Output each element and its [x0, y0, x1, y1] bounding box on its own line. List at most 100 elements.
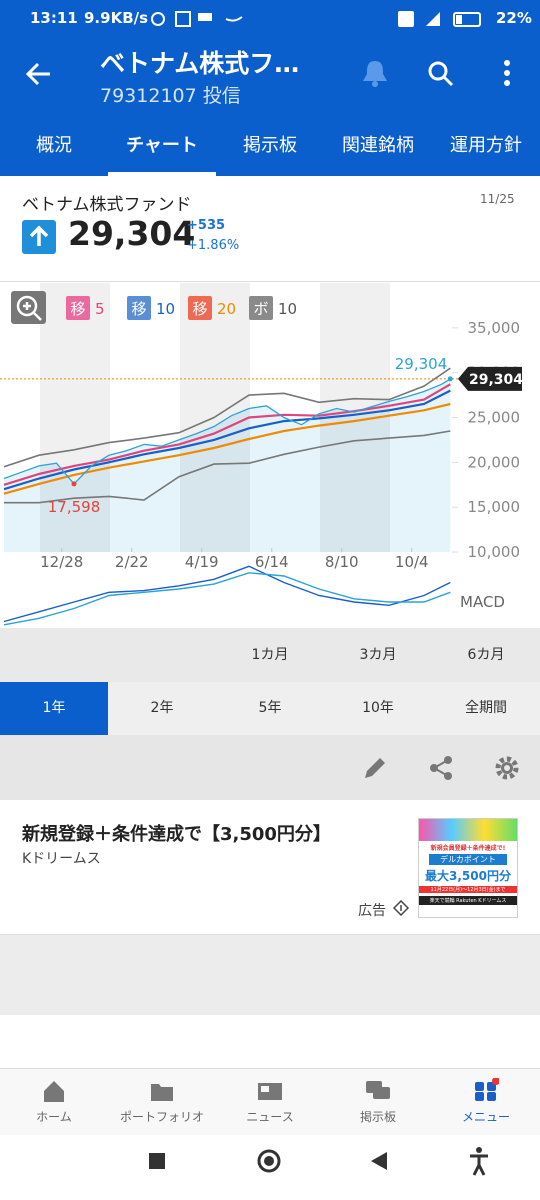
- annotation-point: [447, 376, 453, 382]
- tab[interactable]: 運用方針: [450, 135, 522, 156]
- annotation-label: 17,598: [48, 498, 101, 516]
- indicator-chip[interactable]: [188, 296, 212, 320]
- app-bar: ベトナム株式フ… 79312107 投信: [0, 36, 540, 120]
- tab[interactable]: 関連銘柄: [342, 135, 414, 156]
- nav-icon: [475, 1078, 499, 1101]
- system-nav: [149, 1147, 488, 1176]
- nav-label: ホーム: [36, 1110, 72, 1124]
- net-speed: 9.9KB/s: [84, 9, 149, 27]
- macd-line: [3, 565, 451, 623]
- nav-icon: [44, 1081, 64, 1102]
- battery: 22%: [496, 9, 532, 27]
- edit-button[interactable]: [362, 755, 388, 781]
- nav-item[interactable]: ニュース: [216, 1068, 324, 1135]
- status-bar: 13:11 9.9KB/s 22%: [0, 0, 540, 36]
- price-chart: 10,00015,00020,00025,00030,00035,00012/2…: [0, 283, 523, 626]
- annotation-point: [71, 481, 77, 487]
- y-tick-label: 20,000: [468, 453, 521, 471]
- nav-item[interactable]: メニュー: [432, 1068, 540, 1135]
- nav-icon: [366, 1081, 390, 1099]
- range-button[interactable]: 3カ月: [359, 647, 397, 663]
- moving-average-line: [3, 389, 451, 491]
- macd-line: [3, 572, 451, 626]
- search-button[interactable]: [426, 59, 456, 89]
- ad-banner[interactable]: 新規登録＋条件達成で【3,500円分】 Kドリームス 広告 新規会員登録＋条件達…: [0, 800, 540, 935]
- spacer: [0, 935, 540, 1015]
- ad-label: 広告: [358, 903, 386, 919]
- y-tick-label: 15,000: [468, 498, 521, 516]
- last-price-label: 29,304: [469, 372, 523, 388]
- indicator-chip[interactable]: [249, 296, 273, 320]
- more-button[interactable]: [500, 58, 514, 88]
- ad-image-text: 新規会員登録＋条件達成で!: [430, 845, 506, 852]
- y-tick-label: 10,000: [468, 543, 521, 561]
- indicator-period: 10: [156, 300, 175, 318]
- bollinger-lower: [4, 430, 451, 504]
- ad-image-text: デルカポイント: [429, 854, 507, 865]
- settings-button[interactable]: [494, 755, 520, 781]
- ad-image: 新規会員登録＋条件達成で! デルカポイント 最大3,500円分 11月22日(月…: [418, 818, 518, 918]
- nav-item[interactable]: ポートフォリオ: [108, 1068, 216, 1135]
- price: 29,304: [68, 214, 196, 253]
- indicator-chip[interactable]: [127, 296, 151, 320]
- bottom-nav: [0, 1068, 540, 1135]
- y-tick-label: 35,000: [468, 319, 521, 337]
- range-button[interactable]: 6カ月: [467, 647, 505, 663]
- indicator-period: 5: [95, 300, 105, 318]
- tab-bar: 概況 チャート 掲示板 関連銘柄 運用方針: [0, 120, 540, 176]
- tab[interactable]: 掲示板: [243, 135, 297, 156]
- zoom-icon: [16, 295, 38, 317]
- indicator-label: 移: [192, 300, 207, 318]
- nav-label: 掲示板: [359, 1110, 396, 1124]
- nav-icon: [258, 1083, 282, 1100]
- moving-average-line: [3, 383, 451, 486]
- tab[interactable]: チャート: [108, 120, 216, 176]
- range-button[interactable]: 2年: [150, 700, 174, 716]
- tool-row: [0, 735, 540, 800]
- range-button[interactable]: 5年: [258, 700, 282, 716]
- bollinger-upper: [3, 367, 451, 468]
- nav-label: メニュー: [461, 1110, 510, 1124]
- ad-title: 新規登録＋条件達成で【3,500円分】: [22, 824, 331, 845]
- indicator-label: 移: [70, 300, 85, 318]
- ad-sponsor: Kドリームス: [22, 851, 101, 867]
- moving-average-line: [3, 402, 451, 495]
- range-button[interactable]: 全期間: [465, 700, 507, 716]
- ad-info-icon[interactable]: [393, 900, 409, 916]
- nav-item[interactable]: ホーム: [0, 1068, 108, 1135]
- nav-item[interactable]: 掲示板: [324, 1068, 432, 1135]
- nav-label: ニュース: [246, 1110, 294, 1124]
- quote-panel: ベトナム株式ファンド 11/25 29,304 +535 +1.86%: [0, 176, 540, 282]
- indicator-chip[interactable]: [66, 296, 90, 320]
- status-icons: [151, 11, 243, 27]
- x-tick-label: 10/4: [395, 553, 429, 571]
- x-tick-label: 4/19: [185, 553, 219, 571]
- ad-image-text: 11月22日(月)～12月3日(金)まで: [419, 886, 517, 893]
- alert-button[interactable]: [360, 58, 390, 88]
- range-button[interactable]: 1カ月: [251, 647, 289, 663]
- tab[interactable]: 概況: [36, 135, 72, 156]
- nav-icon: [151, 1084, 173, 1101]
- ad-image-text: 最大3,500円分: [425, 869, 511, 883]
- share-button[interactable]: [428, 755, 454, 781]
- indicator-label: ボ: [253, 300, 268, 318]
- quote-date: 11/25: [480, 192, 515, 206]
- range-button[interactable]: 1年: [0, 682, 108, 735]
- ad-image-text: 楽天で競輪 Rakuten Kドリームス: [419, 896, 517, 905]
- fund-title: ベトナム株式フ…: [100, 49, 300, 78]
- back-button[interactable]: [24, 60, 52, 88]
- range-button[interactable]: 10年: [362, 700, 394, 716]
- indicator-label: 移: [131, 300, 146, 318]
- fund-code: 79312107 投信: [100, 85, 241, 107]
- fund-name: ベトナム株式ファンド: [22, 195, 192, 215]
- price-change-pct: +1.86%: [187, 238, 240, 253]
- x-tick-label: 2/22: [115, 553, 149, 571]
- last-price-tag: [458, 366, 522, 391]
- indicator-period: 20: [217, 300, 236, 318]
- period-shade: [40, 283, 110, 552]
- y-tick-label: 25,000: [468, 409, 521, 427]
- system-icons: [398, 11, 481, 27]
- indicator-period: 10: [278, 300, 297, 318]
- macd-label: MACD: [460, 593, 505, 611]
